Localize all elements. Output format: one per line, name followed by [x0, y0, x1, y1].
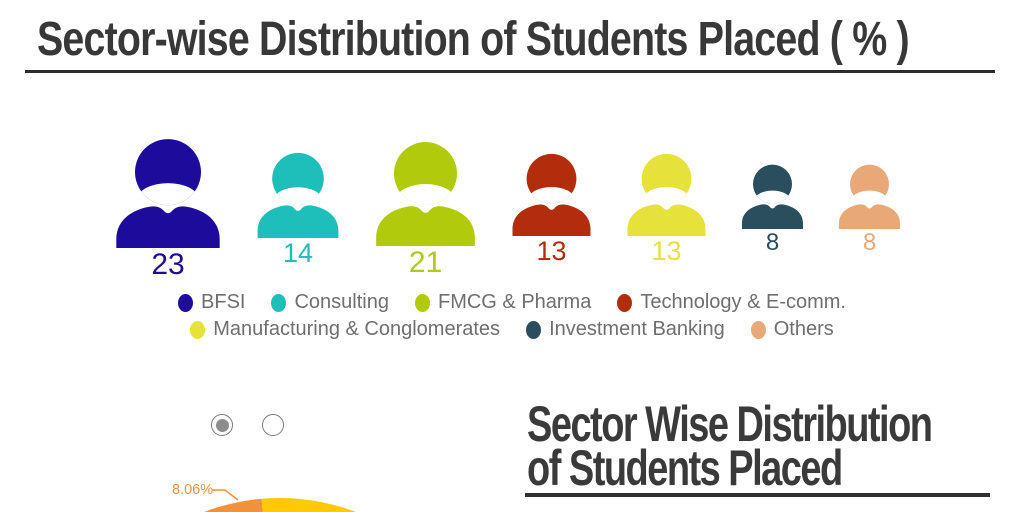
icon-value-label: 21 [408, 245, 443, 279]
legend-swatch [526, 320, 542, 339]
legend-item: Technology & E-comm. [617, 291, 846, 314]
carousel-controls [211, 414, 284, 436]
person-icon [627, 153, 706, 236]
legend-label: FMCG & Pharma [437, 291, 592, 313]
legend-swatch [414, 293, 430, 312]
legend-item: Consulting [271, 291, 389, 314]
icon-value-label: 14 [282, 237, 314, 268]
person-icon [838, 164, 901, 229]
section-title: Sector Wise Distribution of Students Plac… [527, 399, 933, 493]
person-icon [741, 164, 804, 229]
person-icon [257, 152, 339, 238]
legend-row: BFSI Consulting FMCG & Pharma Technology & … [0, 289, 1024, 316]
legend-label: Consulting [294, 291, 389, 313]
legend-item: Investment Banking [526, 318, 725, 341]
legend-label: Others [773, 318, 834, 340]
legend-item: BFSI [178, 291, 245, 314]
legend-swatch [617, 293, 633, 312]
chart-legend: BFSI Consulting FMCG & Pharma Technology & … [0, 289, 1024, 343]
pictogram-item: 8 [740, 164, 805, 255]
legend-swatch [178, 293, 194, 312]
pictogram-chart: 23 14 21 13 13 8 8 [113, 138, 902, 280]
carousel-radio-slide-2[interactable] [262, 414, 284, 436]
person-icon [116, 139, 220, 248]
pictogram-item: 21 [373, 141, 478, 278]
icon-value-label: 8 [862, 228, 877, 256]
legend-swatch [750, 320, 766, 339]
title-underline [25, 70, 995, 73]
pie-label-leader-line [212, 489, 239, 501]
pictogram-item: 23 [113, 138, 223, 280]
page-title: Sector-wise Distribution of Students Pla… [37, 13, 910, 66]
icon-value-label: 23 [151, 248, 185, 281]
legend-label: Technology & E-comm. [640, 291, 846, 313]
legend-item: FMCG & Pharma [414, 291, 592, 314]
icon-value-label: 13 [651, 236, 682, 266]
legend-row: Manufacturing & Conglomerates Investment … [0, 316, 1024, 343]
carousel-radio-slide-1[interactable] [211, 414, 233, 436]
pictogram-item: 13 [625, 153, 708, 265]
pictogram-item: 8 [837, 164, 902, 255]
legend-swatch [271, 293, 287, 312]
icon-value-label: 13 [536, 236, 567, 266]
pie-chart [67, 498, 493, 512]
pie-slice-label: 8.06% [172, 482, 214, 498]
icon-value-label: 8 [765, 228, 780, 256]
section-title-line2: of Students Placed [527, 440, 843, 496]
person-icon [512, 153, 591, 236]
legend-item: Others [750, 318, 834, 341]
person-icon [376, 141, 475, 246]
pictogram-item: 14 [255, 152, 341, 267]
legend-label: Investment Banking [549, 318, 725, 340]
legend-label: Manufacturing & Conglomerates [213, 318, 501, 340]
legend-item: Manufacturing & Conglomerates [190, 318, 500, 341]
section-title-line1: Sector Wise Distribution [527, 396, 933, 452]
legend-label: BFSI [201, 291, 246, 313]
pictogram-item: 13 [510, 153, 593, 265]
section-title-underline [525, 493, 990, 497]
legend-swatch [190, 320, 206, 339]
